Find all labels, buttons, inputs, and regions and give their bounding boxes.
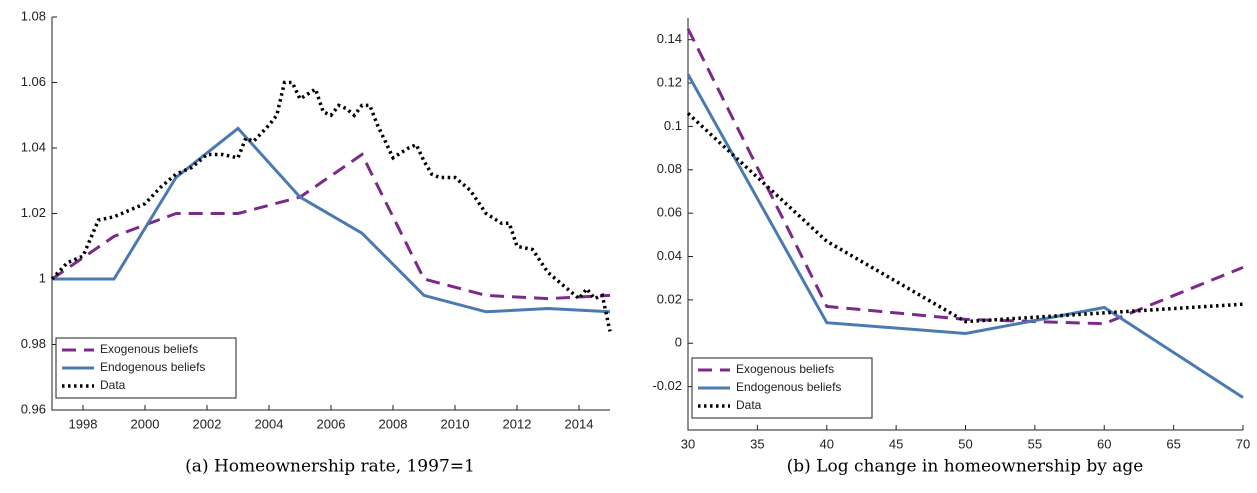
x-tick-label: 2012 (503, 416, 532, 431)
chart-caption: (a) Homeownership rate, 1997=1 (185, 457, 475, 477)
y-tick-label: 0.96 (21, 401, 46, 416)
x-tick-label: 55 (1028, 436, 1042, 451)
y-tick-label: 0.98 (21, 336, 46, 351)
series-line (686, 28, 1244, 326)
series-line (52, 126, 611, 314)
x-tick-label: 2002 (193, 416, 222, 431)
x-tick-label: 60 (1097, 436, 1111, 451)
series-line (50, 80, 612, 332)
x-tick-label: 70 (1236, 436, 1250, 451)
legend-label: Endogenous beliefs (736, 380, 841, 394)
x-tick-label: 30 (681, 436, 695, 451)
y-tick-label: 0.04 (657, 248, 682, 263)
y-tick-label: 0 (675, 335, 682, 350)
legend-label: Endogenous beliefs (100, 360, 205, 374)
y-tick-label: 0.06 (657, 205, 682, 220)
x-tick-label: 2008 (379, 416, 408, 431)
x-tick-label: 65 (1166, 436, 1180, 451)
y-tick-label: 0.12 (657, 74, 682, 89)
y-tick-label: 0.08 (657, 161, 682, 176)
legend-label: Exogenous beliefs (100, 342, 198, 356)
x-tick-label: 2014 (565, 416, 594, 431)
x-tick-label: 2010 (441, 416, 470, 431)
x-tick-label: 2006 (317, 416, 346, 431)
y-tick-label: 1 (39, 270, 46, 285)
x-tick-label: 2000 (131, 416, 160, 431)
y-tick-label: 1.04 (21, 139, 46, 154)
x-tick-label: 45 (889, 436, 903, 451)
series-line (686, 112, 1244, 324)
y-tick-label: 1.08 (21, 8, 46, 23)
y-tick-label: -0.02 (652, 378, 682, 393)
y-tick-label: 0.1 (664, 118, 682, 133)
x-tick-label: 50 (958, 436, 972, 451)
x-tick-label: 1998 (69, 416, 98, 431)
y-tick-label: 0.02 (657, 291, 682, 306)
axes (51, 17, 610, 411)
series-line (686, 73, 1244, 399)
legend-label: Exogenous beliefs (736, 362, 834, 376)
legend-label: Data (100, 378, 126, 392)
chart-caption: (b) Log change in homeownership by age (787, 457, 1144, 477)
legend-label: Data (736, 398, 762, 412)
y-tick-label: 1.02 (21, 205, 46, 220)
series-line (51, 152, 611, 301)
x-tick-label: 35 (750, 436, 764, 451)
axes (687, 18, 1243, 431)
y-tick-label: 1.06 (21, 74, 46, 89)
x-tick-label: 40 (820, 436, 834, 451)
x-tick-label: 2004 (255, 416, 284, 431)
y-tick-label: 0.14 (657, 31, 682, 46)
